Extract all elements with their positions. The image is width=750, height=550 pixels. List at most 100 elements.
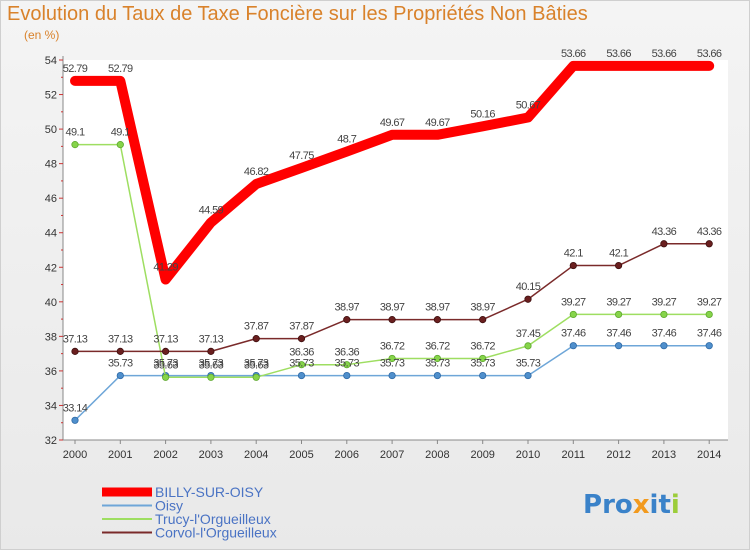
y-tick-label: 46	[45, 193, 57, 205]
data-point	[705, 240, 713, 248]
data-label: 53.66	[561, 48, 586, 60]
data-label: 36.36	[335, 347, 360, 359]
x-tick-label: 2000	[63, 449, 87, 461]
data-label: 39.27	[652, 296, 677, 308]
data-point	[297, 335, 306, 343]
data-label: 48.7	[337, 134, 356, 146]
data-point	[614, 310, 623, 319]
data-point	[116, 371, 124, 380]
data-label: 37.13	[153, 333, 178, 345]
data-point	[207, 347, 215, 355]
data-label: 36.72	[380, 340, 405, 352]
logo-letter: r	[602, 490, 615, 520]
data-point	[252, 373, 260, 381]
data-point	[388, 371, 396, 380]
data-point	[524, 295, 532, 303]
data-point	[524, 371, 532, 380]
data-point	[479, 354, 487, 363]
data-label: 38.97	[335, 302, 360, 314]
data-label: 35.73	[108, 358, 133, 370]
data-label: 39.27	[697, 296, 722, 308]
data-label: 35.73	[516, 358, 541, 370]
x-tick-label: 2008	[425, 449, 449, 461]
legend-label: BILLY-SUR-OISY	[155, 484, 264, 500]
chart-title: Evolution du Taux de Taxe Foncière sur l…	[7, 3, 588, 25]
x-tick-label: 2004	[244, 449, 268, 461]
y-tick-label: 48	[45, 159, 57, 171]
data-label: 35.73	[335, 358, 360, 370]
x-tick-label: 2012	[606, 449, 630, 461]
data-label: 49.1	[65, 127, 84, 139]
x-tick-label: 2010	[516, 449, 540, 461]
data-point	[433, 316, 441, 324]
data-label: 38.97	[425, 302, 450, 314]
data-label: 37.13	[199, 333, 224, 345]
data-label: 53.66	[697, 48, 722, 60]
logo-letter: i	[649, 490, 659, 520]
data-label: 46.82	[244, 166, 269, 178]
data-label: 35.63	[153, 359, 178, 371]
x-tick-label: 2001	[108, 449, 132, 461]
data-label: 50.16	[470, 108, 495, 120]
data-point	[343, 361, 351, 369]
data-label: 36.36	[289, 347, 314, 359]
data-point	[252, 335, 260, 343]
data-label: 53.66	[606, 48, 631, 60]
data-label: 52.79	[63, 63, 88, 75]
data-point	[614, 261, 623, 270]
data-label: 42.1	[609, 248, 628, 260]
y-tick-label: 32	[45, 435, 57, 447]
logo-letter: o	[614, 490, 633, 520]
logo-letter: x	[632, 490, 650, 520]
data-label: 35.73	[199, 358, 224, 370]
data-point	[524, 342, 532, 350]
data-label: 36.72	[425, 340, 450, 352]
data-label: 44.59	[199, 205, 224, 217]
data-label: 35.73	[153, 358, 178, 370]
data-label: 49.1	[111, 127, 130, 139]
data-label: 35.73	[380, 358, 405, 370]
data-point	[569, 261, 577, 270]
x-tick-label: 2007	[380, 449, 404, 461]
data-point	[433, 371, 441, 380]
data-point	[297, 361, 306, 369]
data-label: 39.27	[561, 296, 586, 308]
y-tick-label: 50	[45, 124, 57, 136]
proxiti-logo: Proxiti	[583, 490, 680, 520]
data-label: 43.36	[697, 226, 722, 238]
y-tick-label: 34	[45, 400, 57, 412]
data-label: 36.72	[470, 340, 495, 352]
data-point	[705, 310, 713, 319]
data-point	[660, 240, 668, 248]
data-point	[116, 141, 124, 149]
data-point	[207, 373, 215, 381]
data-label: 37.46	[561, 328, 586, 340]
series-line-0	[70, 60, 715, 285]
data-point	[660, 310, 668, 319]
data-label: 37.87	[244, 321, 269, 333]
data-label: 50.67	[516, 100, 541, 112]
y-axis-unit: (en %)	[24, 28, 60, 42]
x-tick-label: 2005	[289, 449, 313, 461]
data-point	[705, 342, 713, 350]
logo-letter: t	[658, 490, 671, 520]
logo-letter: P	[583, 490, 603, 520]
data-label: 40.15	[516, 281, 541, 293]
data-point	[343, 316, 351, 324]
data-label: 35.63	[244, 359, 269, 371]
data-label: 37.13	[63, 333, 88, 345]
data-label: 47.75	[289, 150, 314, 162]
y-tick-label: 36	[45, 366, 57, 378]
data-label: 49.67	[380, 117, 405, 129]
data-label: 39.27	[606, 296, 631, 308]
data-point	[388, 354, 396, 363]
data-label: 38.97	[380, 302, 405, 314]
data-point	[297, 371, 306, 380]
data-label: 35.73	[289, 358, 314, 370]
data-label: 33.14	[63, 402, 88, 414]
data-point	[71, 347, 79, 355]
legend-label: Trucy-l'Orgueilleux	[155, 511, 271, 527]
data-label: 35.73	[244, 358, 269, 370]
data-label: 37.45	[516, 328, 541, 340]
